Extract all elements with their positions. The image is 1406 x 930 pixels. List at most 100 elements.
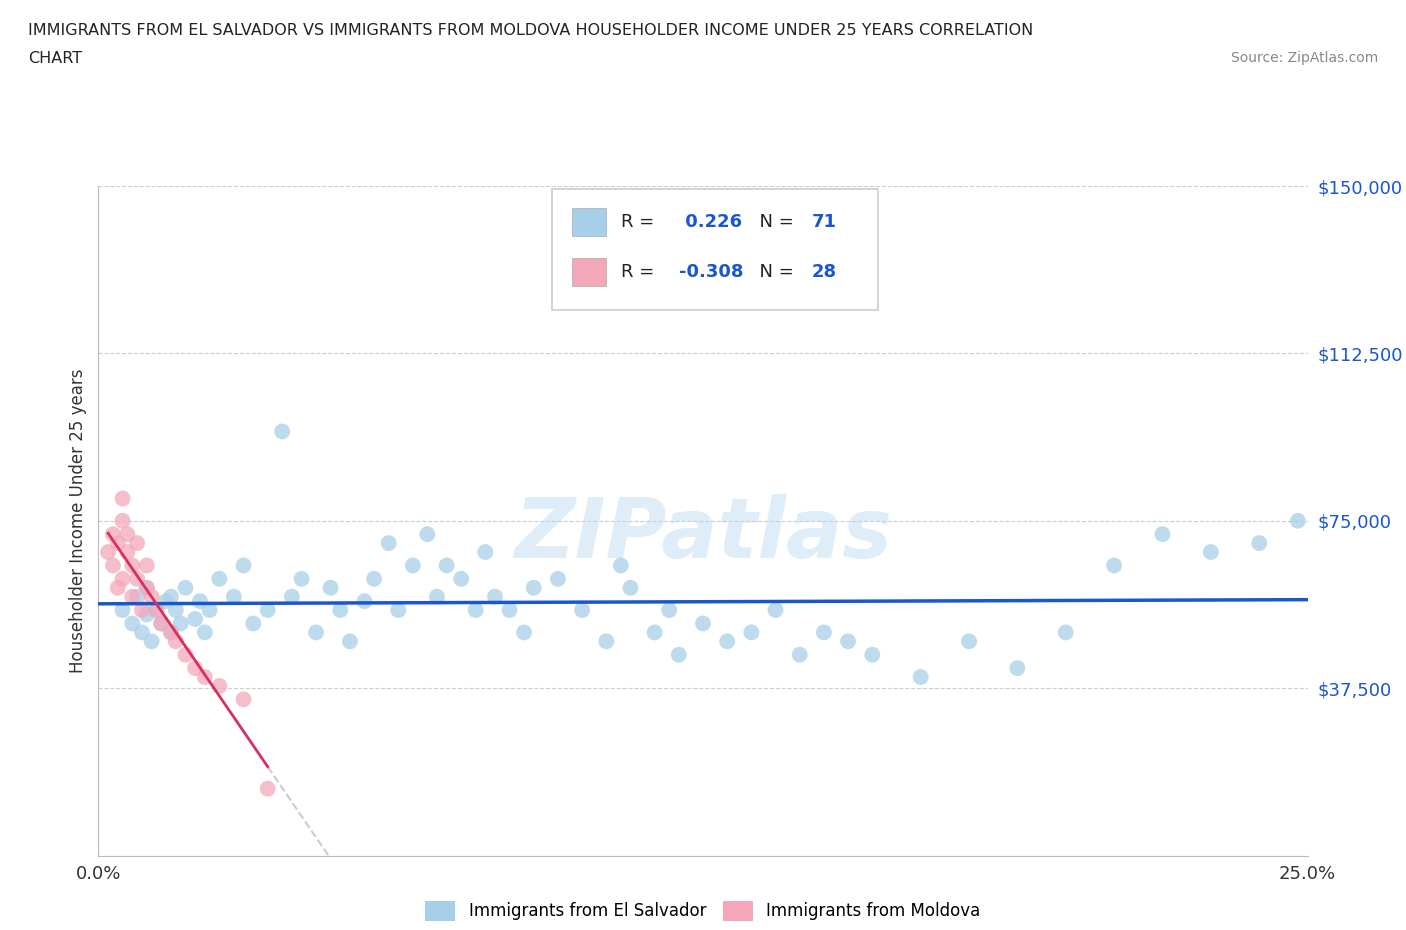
Point [716,634,738,649]
Point [271,424,294,439]
Point [547,571,569,586]
Text: 0.226: 0.226 [679,213,742,232]
Text: R =: R = [621,213,659,232]
Point [232,558,254,573]
FancyBboxPatch shape [572,208,606,236]
Point [957,634,980,649]
Point [242,616,264,631]
Text: 71: 71 [811,213,837,232]
Point [117,545,139,560]
Point [165,603,187,618]
Point [194,625,217,640]
Point [789,647,811,662]
Point [131,603,153,618]
Text: Source: ZipAtlas.com: Source: ZipAtlas.com [1230,51,1378,65]
Point [107,580,129,595]
Point [121,616,143,631]
Text: -0.308: -0.308 [679,262,744,281]
Point [339,634,361,649]
Point [135,580,157,595]
Point [281,590,304,604]
Text: IMMIGRANTS FROM EL SALVADOR VS IMMIGRANTS FROM MOLDOVA HOUSEHOLDER INCOME UNDER : IMMIGRANTS FROM EL SALVADOR VS IMMIGRANT… [28,23,1033,38]
Point [174,580,197,595]
Point [160,625,183,640]
Y-axis label: Householder Income Under 25 years: Householder Income Under 25 years [69,368,87,673]
Point [169,616,191,631]
Point [765,603,787,618]
Point [910,670,932,684]
Point [101,526,124,541]
Point [860,647,883,662]
Point [668,647,690,662]
Point [141,590,163,604]
Point [155,593,177,608]
Point [145,603,167,618]
Point [107,536,129,551]
Point [474,545,496,560]
Point [416,526,439,541]
Text: N =: N = [748,213,799,232]
Point [436,558,458,573]
FancyBboxPatch shape [572,258,606,286]
Point [610,558,633,573]
Point [1249,536,1271,551]
Point [208,679,231,694]
Point [484,590,506,604]
Text: ZIPatlas: ZIPatlas [515,494,891,575]
Point [450,571,472,586]
Point [150,616,173,631]
Point [1054,625,1077,640]
Point [131,625,153,640]
Point [1199,545,1222,560]
Point [141,634,163,649]
Point [135,558,157,573]
Point [377,536,399,551]
Point [135,580,157,595]
Text: N =: N = [748,262,799,281]
Point [127,571,149,586]
Point [256,603,278,618]
Point [619,580,641,595]
Point [692,616,714,631]
Point [194,670,217,684]
Point [111,513,134,528]
Point [290,571,312,586]
Point [198,603,221,618]
Point [135,607,157,622]
Point [101,558,124,573]
Point [363,571,385,586]
Point [464,603,486,618]
Legend: Immigrants from El Salvador, Immigrants from Moldova: Immigrants from El Salvador, Immigrants … [419,894,987,927]
Point [387,603,409,618]
Point [184,660,207,675]
Point [426,590,449,604]
Point [111,491,134,506]
Point [353,593,375,608]
Point [117,526,139,541]
Point [165,634,187,649]
Point [329,603,352,618]
Point [1286,513,1309,528]
Point [121,558,143,573]
Point [127,536,149,551]
Text: CHART: CHART [28,51,82,66]
Point [513,625,536,640]
Point [319,580,342,595]
Point [160,625,183,640]
Point [305,625,328,640]
Point [145,603,167,618]
Point [150,616,173,631]
Point [256,781,278,796]
Point [111,603,134,618]
Point [97,545,120,560]
Point [232,692,254,707]
Point [222,590,245,604]
Point [740,625,762,640]
Point [1007,660,1029,675]
Point [174,647,197,662]
FancyBboxPatch shape [551,190,879,310]
Point [523,580,546,595]
Point [813,625,835,640]
Point [658,603,681,618]
Point [111,571,134,586]
